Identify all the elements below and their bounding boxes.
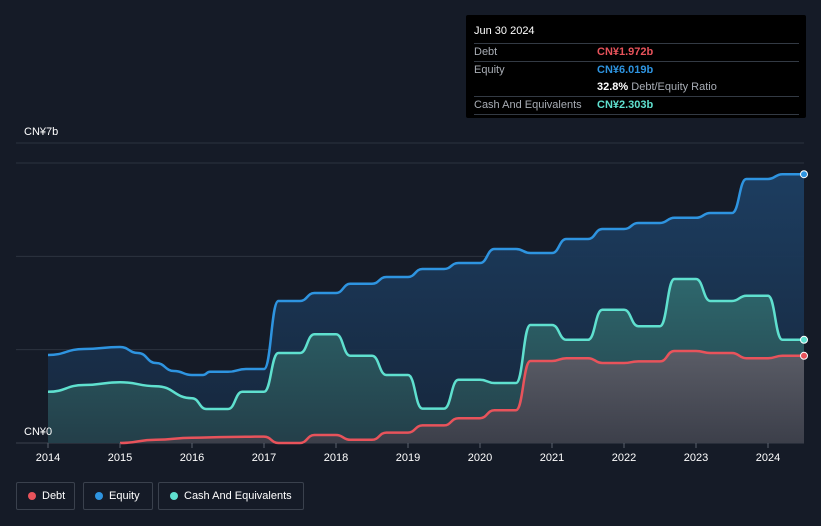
tooltip-value: CN¥6.019b (597, 64, 654, 76)
x-tick-label: 2024 (756, 452, 780, 464)
tooltip-value: CN¥2.303b (597, 99, 654, 111)
legend-dot (95, 492, 103, 500)
tooltip-row-debt: Debt CN¥1.972b (474, 44, 799, 62)
tooltip-panel: Jun 30 2024 Debt CN¥1.972b Equity CN¥6.0… (466, 15, 806, 118)
ratio-value-wrap: 32.8% Debt/Equity Ratio (597, 79, 717, 96)
tooltip-label: Equity (474, 64, 505, 76)
debt-end-dot (800, 351, 808, 360)
x-tick-label: 2017 (252, 452, 276, 464)
legend-dot (28, 492, 36, 500)
x-tick-label: 2014 (36, 452, 60, 464)
legend-label: Equity (109, 490, 140, 502)
tooltip-row-ratio: 32.8% Debt/Equity Ratio (474, 79, 799, 97)
equity-end-dot (800, 170, 808, 179)
legend-label: Debt (42, 490, 66, 502)
tooltip-label: Cash And Equivalents (474, 99, 582, 111)
tooltip-row-cash: Cash And Equivalents CN¥2.303b (474, 97, 799, 115)
legend-label: Cash And Equivalents (184, 490, 292, 502)
legend-item-equity[interactable]: Equity (83, 482, 153, 510)
legend-item-debt[interactable]: Debt (16, 482, 75, 510)
legend-dot (170, 492, 178, 500)
cash-line (47, 277, 804, 411)
ratio-label: Debt/Equity Ratio (631, 81, 717, 93)
x-tick-label: 2015 (108, 452, 132, 464)
tooltip-date: Jun 30 2024 (474, 23, 799, 44)
x-tick-label: 2019 (396, 452, 420, 464)
equity-line (47, 172, 804, 377)
y-axis-bottom-label: CN¥0 (24, 426, 52, 438)
tooltip-value: 32.8% (597, 81, 629, 93)
tooltip-row-equity: Equity CN¥6.019b (474, 62, 799, 79)
debt-line (119, 349, 804, 445)
x-tick-label: 2022 (612, 452, 636, 464)
x-tick-label: 2023 (684, 452, 708, 464)
tooltip-label: Debt (474, 46, 498, 58)
debt-area (120, 351, 804, 443)
tooltip-value: CN¥1.972b (597, 46, 654, 58)
x-tick-label: 2018 (324, 452, 348, 464)
x-tick-label: 2020 (468, 452, 492, 464)
y-axis-top-label: CN¥7b (24, 126, 58, 138)
cash-end-dot (800, 335, 808, 344)
x-tick-label: 2021 (540, 452, 564, 464)
x-tick-label: 2016 (180, 452, 204, 464)
legend-item-cash[interactable]: Cash And Equivalents (158, 482, 304, 510)
